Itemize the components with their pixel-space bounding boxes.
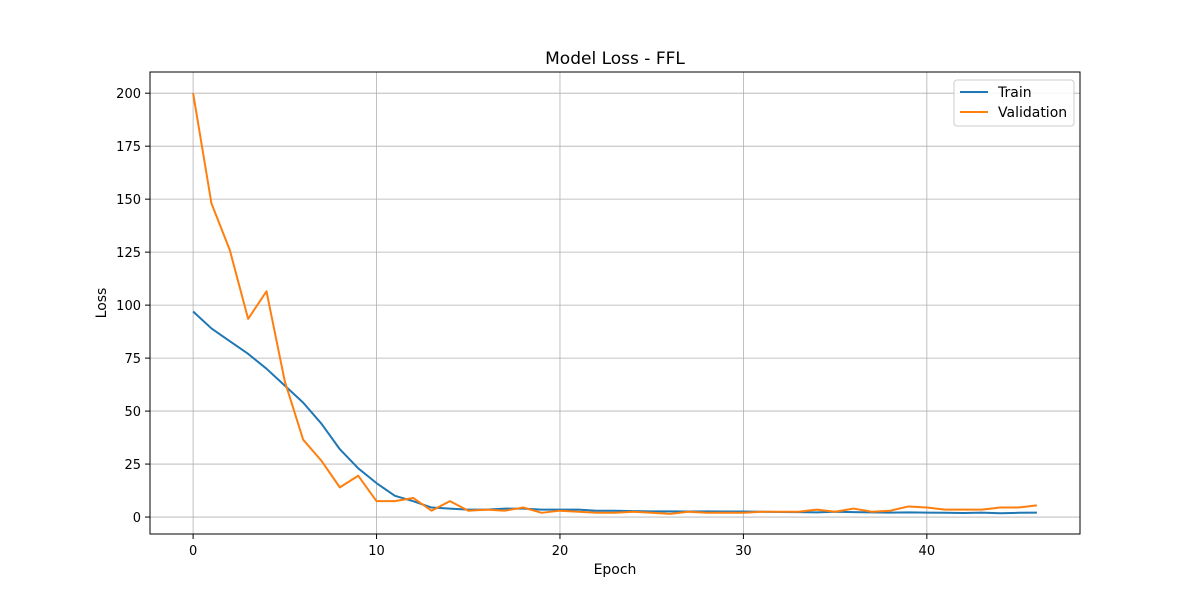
x-tick-label: 0 [189,544,197,559]
y-tick-label: 100 [116,299,141,314]
y-tick-label: 200 [116,87,141,102]
ticks: 0 10 20 30 40 0 25 50 75 100 125 150 175 200 [116,87,935,559]
series-line-validation [192,93,1038,515]
y-tick-label: 150 [116,193,141,208]
x-axis-title: Epoch [594,562,637,578]
x-tick-label: 20 [552,544,569,559]
legend: Train Validation [953,79,1075,127]
x-tick-label: 40 [919,544,936,559]
legend-label-validation: Validation [998,105,1067,121]
series-layer [192,93,1038,515]
chart-title: Model Loss - FFL [545,49,685,69]
y-axis-title: Loss [94,288,110,319]
y-tick-label: 175 [116,140,141,155]
x-tick-label: 10 [368,544,385,559]
y-tick-label: 50 [124,405,141,420]
y-tick-label: 25 [124,458,141,473]
series-line-train [192,310,1037,515]
y-tick-label: 125 [116,246,141,261]
grid [150,72,1080,534]
y-tick-label: 0 [133,511,141,526]
legend-label-train: Train [997,85,1032,101]
plot-frame [149,71,1081,535]
x-tick-label: 30 [735,544,752,559]
y-tick-label: 75 [124,352,141,367]
plot-area [150,72,1080,534]
